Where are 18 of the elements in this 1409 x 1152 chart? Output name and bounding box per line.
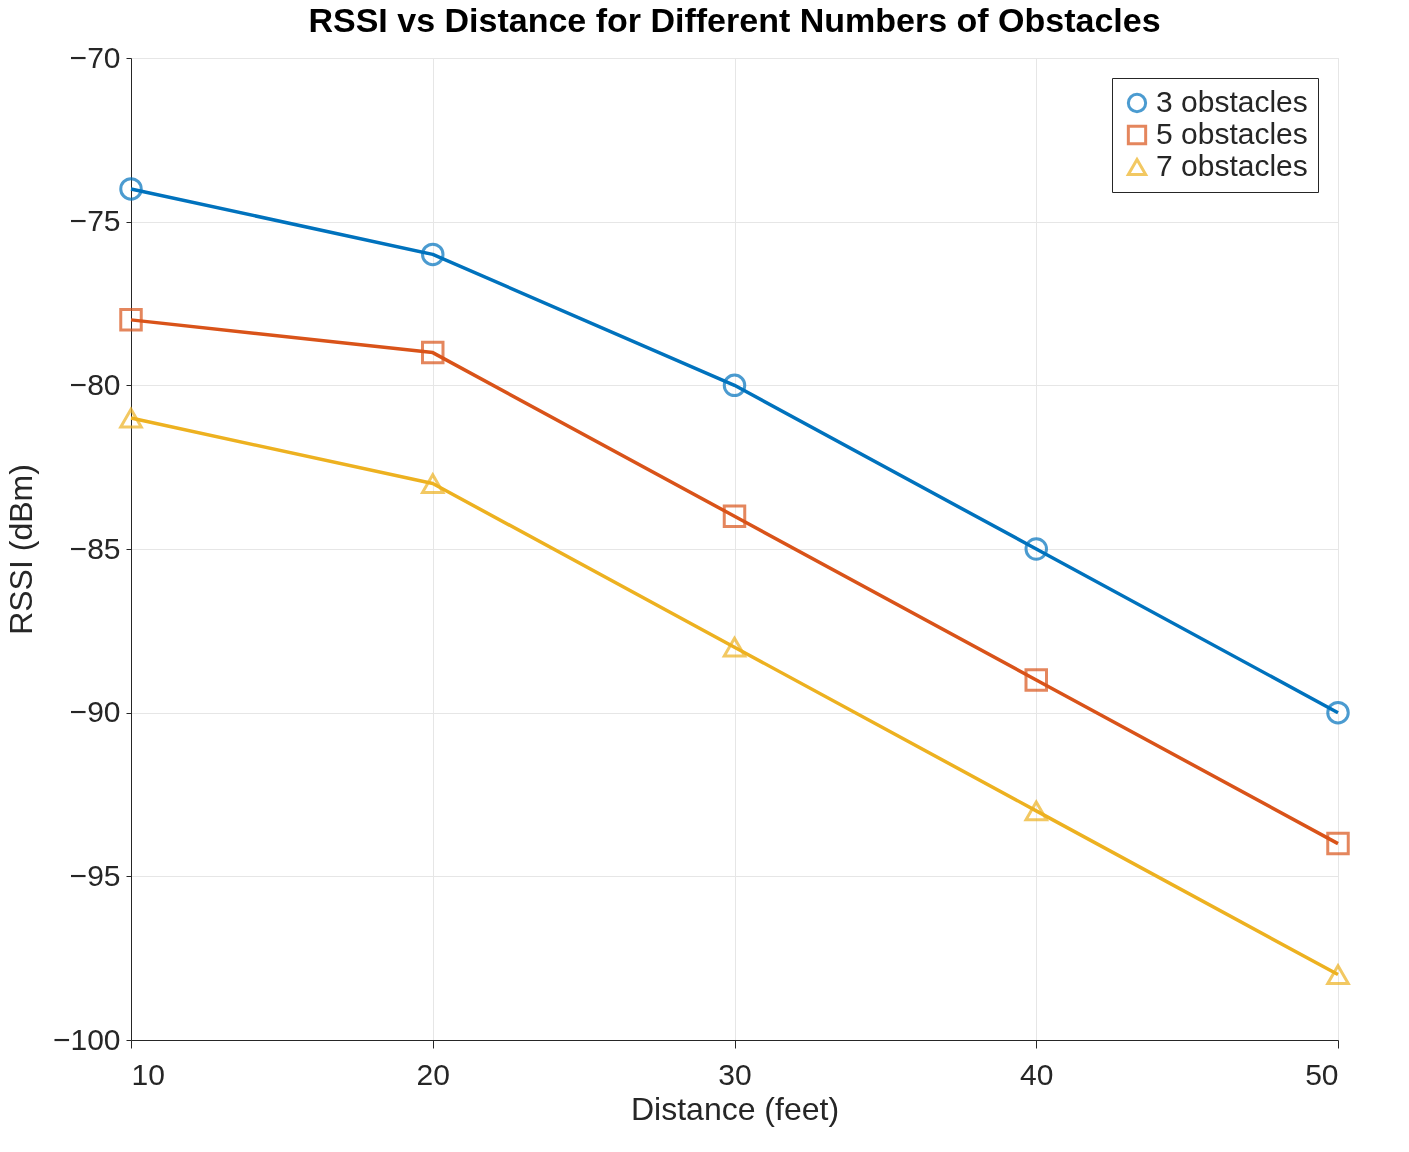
x-tick-label: 10 <box>131 1057 165 1091</box>
x-tick-label: 30 <box>718 1057 752 1091</box>
legend-label: 5 obstacles <box>1156 117 1308 150</box>
legend-label: 3 obstacles <box>1156 85 1308 118</box>
y-tick-label: −95 <box>69 858 121 892</box>
x-tick-label: 50 <box>1305 1057 1339 1091</box>
y-tick-label: −75 <box>69 204 121 238</box>
y-tick-label: −100 <box>52 1022 121 1056</box>
legend-label: 7 obstacles <box>1156 149 1308 182</box>
y-tick-label: −70 <box>69 40 121 74</box>
x-axis-title: Distance (feet) <box>630 1090 840 1127</box>
x-tick-label: 20 <box>416 1057 450 1091</box>
x-tick-label: 40 <box>1020 1057 1054 1091</box>
y-tick-label: −85 <box>69 531 121 565</box>
chart-title: RSSI vs Distance for Different Numbers of Obstacles <box>308 1 1161 39</box>
y-tick-label: −80 <box>69 367 121 401</box>
y-tick-label: −90 <box>69 695 121 729</box>
y-axis-title: RSSI (dBm) <box>2 464 39 635</box>
